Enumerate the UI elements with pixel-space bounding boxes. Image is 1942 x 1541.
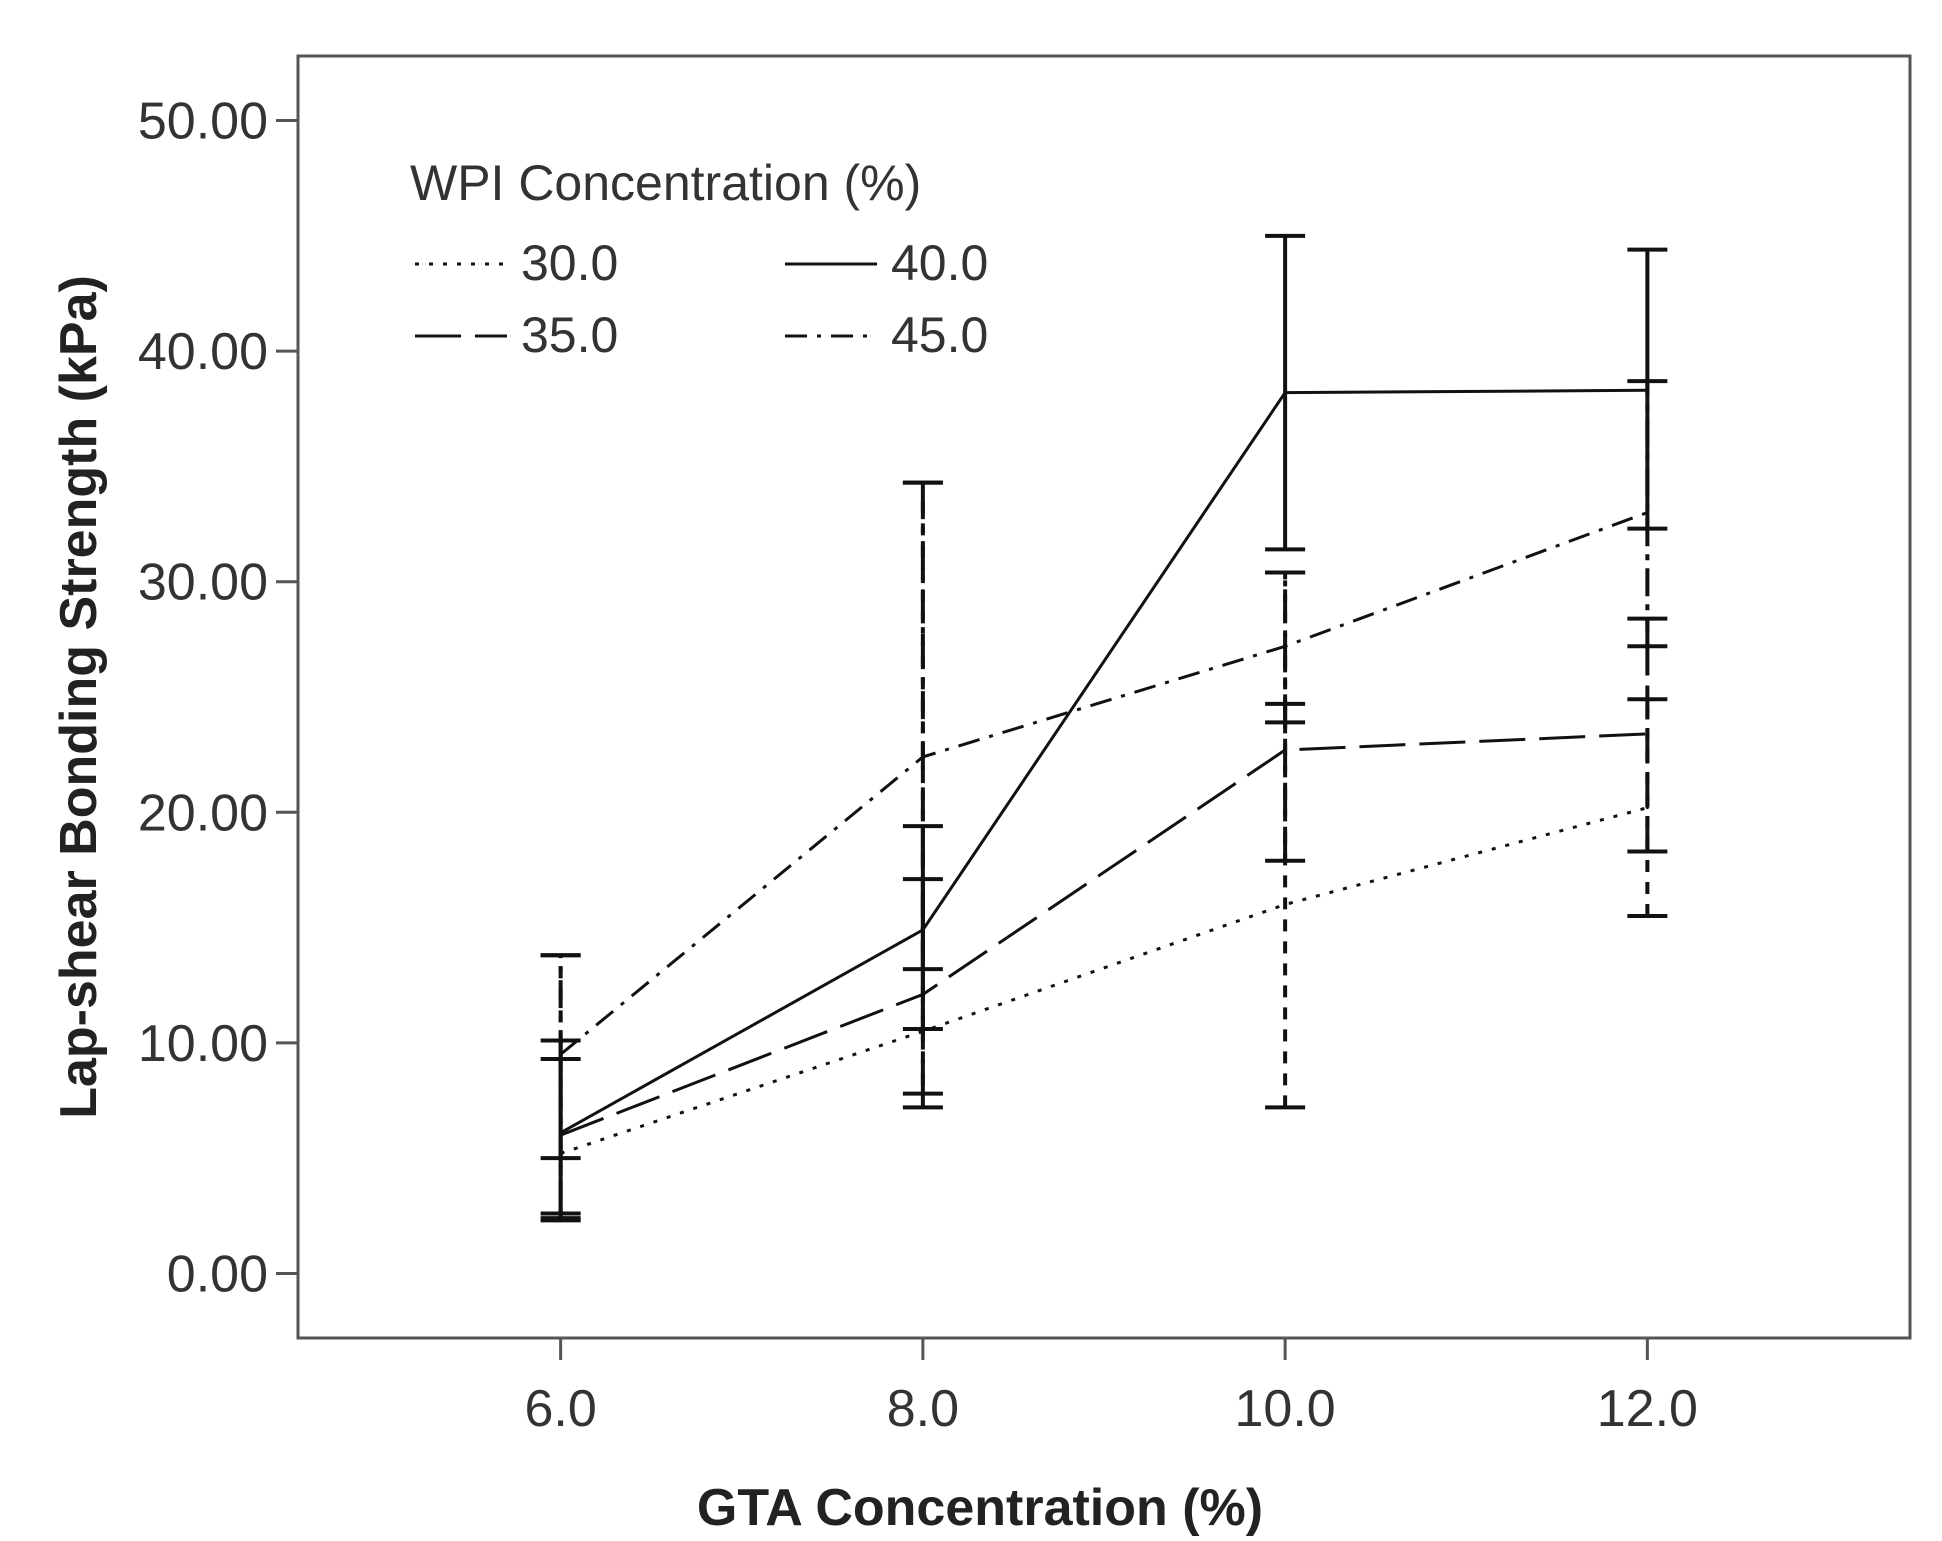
data-point-45.0 — [1645, 511, 1649, 515]
data-point-45.0 — [1283, 644, 1287, 648]
y-tick-label: 0.00 — [167, 1245, 268, 1303]
data-point-30.0 — [921, 1029, 925, 1033]
x-axis-title: GTA Concentration (%) — [697, 1479, 1263, 1537]
plot-frame — [296, 54, 1912, 1340]
y-tick-label: 20.00 — [138, 784, 268, 842]
data-point-35.0 — [921, 992, 925, 996]
series-line-35.0 — [560, 732, 1648, 1137]
legend: WPI Concentration (%) 30.0 40.0 35.0 45.0 — [410, 155, 988, 363]
x-tick-label: 10.0 — [1235, 1380, 1336, 1438]
series-line-40.0 — [559, 388, 1648, 1135]
data-point-40.0 — [1645, 388, 1649, 392]
data-point-40.0 — [559, 1131, 563, 1135]
y-axis-title: Lap-shear Bonding Strength (kPa) — [50, 275, 108, 1119]
legend-title: WPI Concentration (%) — [410, 155, 921, 211]
series-line-45.0 — [559, 511, 1648, 1056]
y-tick-label: 40.00 — [138, 323, 268, 381]
data-point-40.0 — [921, 928, 925, 932]
legend-label-40.0: 40.0 — [891, 235, 988, 291]
data-point-35.0 — [559, 1133, 563, 1137]
legend-label-30.0: 30.0 — [521, 235, 618, 291]
data-point-30.0 — [559, 1152, 563, 1156]
y-tick-label: 50.00 — [138, 93, 268, 151]
data-point-30.0 — [1645, 806, 1649, 810]
series-line-30.0 — [560, 806, 1648, 1155]
y-axis: 0.00 10.00 20.00 30.00 40.00 50.00 — [138, 93, 298, 1303]
data-point-30.0 — [1283, 903, 1287, 907]
x-tick-label: 8.0 — [887, 1380, 959, 1438]
x-tick-label: 12.0 — [1597, 1380, 1698, 1438]
legend-label-35.0: 35.0 — [521, 307, 618, 363]
data-point-45.0 — [921, 755, 925, 759]
data-point-35.0 — [1645, 732, 1649, 736]
data-point-45.0 — [559, 1052, 563, 1056]
data-point-40.0 — [1283, 391, 1287, 395]
legend-label-45.0: 45.0 — [891, 307, 988, 363]
data-point-35.0 — [1283, 748, 1287, 752]
x-tick-label: 6.0 — [524, 1380, 596, 1438]
y-tick-label: 10.00 — [138, 1015, 268, 1073]
series-lines — [559, 388, 1649, 1156]
y-tick-label: 30.00 — [138, 554, 268, 612]
x-axis: 6.0 8.0 10.0 12.0 — [524, 1338, 1698, 1438]
